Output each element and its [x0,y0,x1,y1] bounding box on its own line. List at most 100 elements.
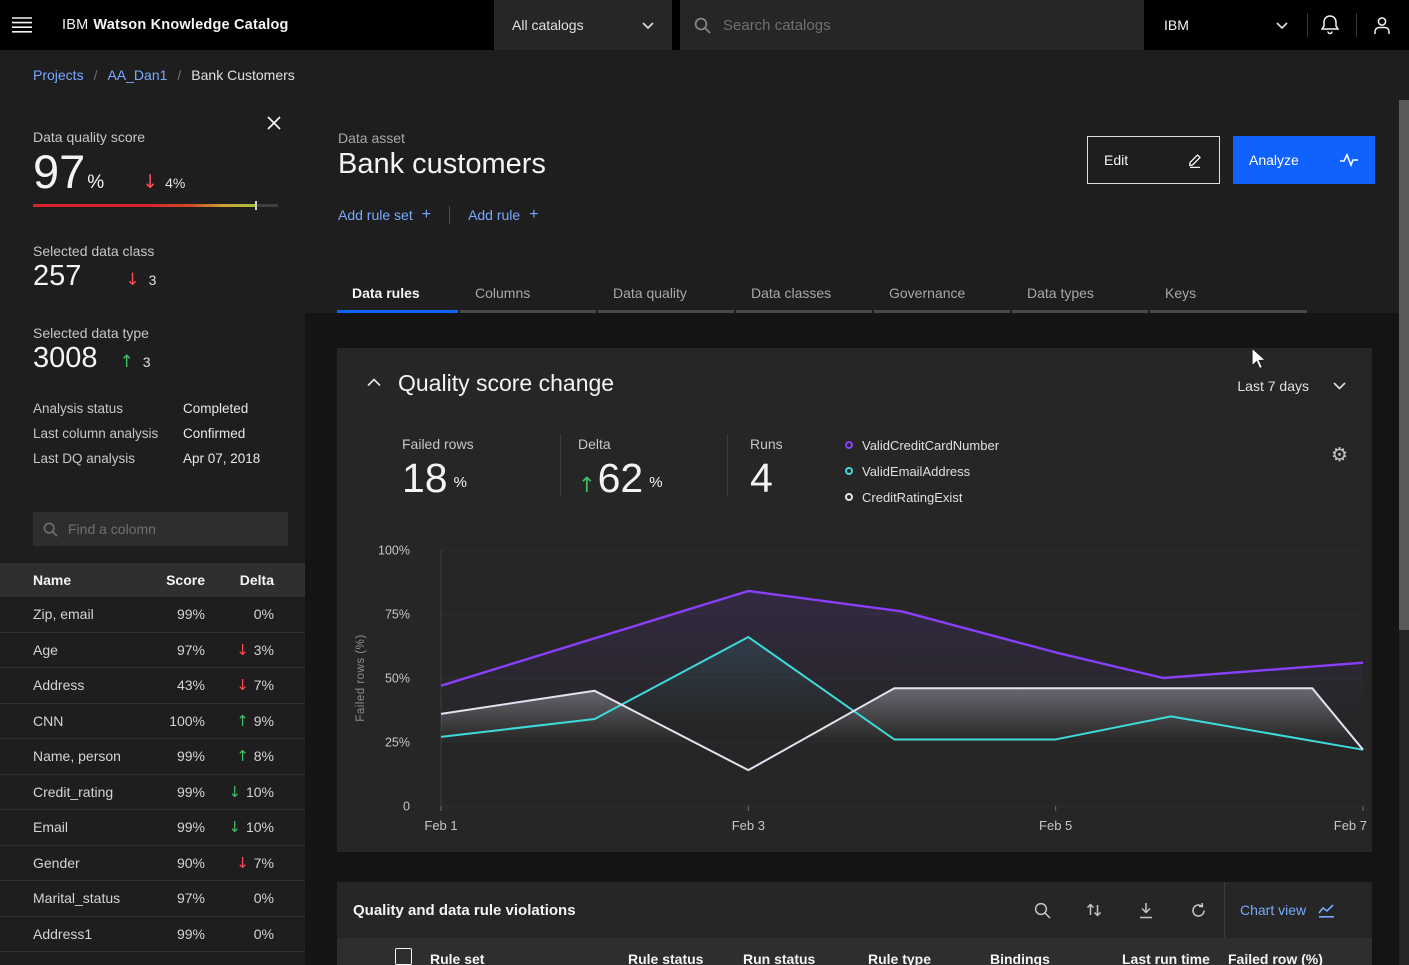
arrow-down-icon: ↓ [236,676,249,695]
columns-table: Name Score Delta Zip, email 99% 0% Age 97% ↓ 3% Ad… [0,563,305,965]
violations-col-header[interactable]: Failed row (%) [1228,951,1323,965]
score-marker [255,201,257,210]
top-bar: IBM Watson Knowledge Catalog All catalogs… [0,0,1409,50]
column-row-partial[interactable] [0,952,305,965]
app-title: IBM Watson Knowledge Catalog [62,17,289,33]
violations-col-header[interactable]: Run status [743,951,816,965]
tab-columns[interactable]: Columns [460,277,596,313]
search-icon [43,522,58,537]
violations-col-header[interactable]: Rule status [628,951,704,965]
analyze-button[interactable]: Analyze [1233,136,1375,184]
bell-icon [1321,15,1339,35]
status-row: Analysis status Completed [33,401,249,416]
account-dropdown[interactable]: IBM [1144,0,1304,50]
svg-text:50%: 50% [385,672,410,686]
asset-kicker: Data asset [338,130,405,146]
breadcrumb-link[interactable]: AA_Dan1 [107,67,168,83]
chart-view-toggle[interactable]: Chart view [1225,882,1372,938]
quality-score-chart: 100% 75% 50% 25% 0 Feb 1 Feb 3 Feb 5 Feb 7 Failed… [337,528,1372,838]
chart-legend: ValidCreditCardNumber ValidEmailAddress Cr… [845,432,999,510]
svg-text:Feb 7: Feb 7 [1334,818,1367,833]
violations-card: Quality and data rule violations Chart v… [337,882,1372,965]
column-row[interactable]: Zip, email 99% 0% [0,597,305,633]
tab-data-rules[interactable]: Data rules [337,277,458,313]
find-column-placeholder: Find a colomn [68,521,156,537]
close-icon[interactable] [267,116,287,136]
scrollbar-thumb[interactable] [1399,100,1409,630]
column-row[interactable]: CNN 100% ↑ 9% [0,704,305,739]
arrow-down-icon: ↓ [236,853,249,872]
notifications-button[interactable] [1306,0,1354,50]
tab-data-quality[interactable]: Data quality [598,277,734,313]
chevron-down-icon [1333,382,1346,390]
refresh-icon [1191,902,1205,917]
legend-item[interactable]: CreditRatingExist [845,484,999,510]
arrow-down-icon: ↓ [228,782,241,801]
column-row[interactable]: Address1 99% 0% [0,917,305,952]
plus-icon: + [421,206,432,223]
column-row[interactable]: Gender 90% ↓ 7% [0,846,305,881]
download-button[interactable] [1120,886,1172,934]
profile-button[interactable] [1358,0,1406,50]
filter-sort-button[interactable] [1068,886,1120,934]
download-icon [1140,902,1152,918]
column-row[interactable]: Age 97% ↓ 3% [0,633,305,668]
global-search[interactable]: Search catalogs [680,0,1144,50]
column-row[interactable]: Credit_rating 99% ↓ 10% [0,775,305,810]
asset-header: Data asset Bank customers Add rule set + … [305,100,1409,313]
add-rule-set-link[interactable]: Add rule set + [338,206,432,223]
data-quality-sidebar: Data quality score 97% ↓ 4% Selected data… [0,100,305,965]
hamburger-menu-icon[interactable] [12,0,60,50]
gear-icon[interactable]: ⚙ [1330,444,1348,466]
tab-governance[interactable]: Governance [874,277,1010,313]
asset-title: Bank customers [338,148,546,180]
tab-content: Quality score change Last 7 days Failed … [305,313,1409,965]
breadcrumb-separator: / [177,67,182,83]
toolbar-divider [1224,882,1225,938]
tab-data-types[interactable]: Data types [1012,277,1148,313]
column-row[interactable]: Name, person 99% ↑ 8% [0,739,305,775]
legend-item[interactable]: ValidCreditCardNumber [845,432,999,458]
sort-arrows-icon [1086,903,1102,917]
search-icon [1034,902,1051,919]
select-all-checkbox[interactable] [395,948,412,965]
data-class-label: Selected data class [33,243,155,259]
data-type-label: Selected data type [33,325,149,341]
tab-keys[interactable]: Keys [1150,277,1307,313]
tab-data-classes[interactable]: Data classes [736,277,872,313]
collapse-chevron-icon[interactable] [367,378,385,396]
column-row[interactable]: Address 43% ↓ 7% [0,668,305,704]
arrow-down-icon: ↓ [228,818,241,837]
violations-col-header[interactable]: Bindings [990,951,1050,965]
breadcrumb-link[interactable]: Projects [33,67,84,83]
column-row[interactable]: Email 99% ↓ 10% [0,810,305,846]
kpi-divider [727,434,728,496]
columns-table-header: Name Score Delta [0,563,305,597]
edit-button[interactable]: Edit [1087,136,1220,184]
legend-item[interactable]: ValidEmailAddress [845,458,999,484]
violations-col-header[interactable]: Rule type [868,951,932,965]
topbar-divider [1307,13,1308,37]
card-title: Quality score change [398,370,615,396]
quality-score-value: 97% ↓ 4% [33,145,186,198]
data-class-value: 257 ↓ 3 [33,260,157,292]
search-placeholder: Search catalogs [723,16,831,34]
violations-col-header[interactable]: Last run time [1122,951,1210,965]
column-row[interactable]: Marital_status 97% 0% [0,881,305,917]
time-range-dropdown[interactable]: Last 7 days [1237,378,1346,394]
refresh-button[interactable] [1172,886,1224,934]
arrow-up-icon: ↑ [578,473,596,497]
violations-toolbar: Chart view [1016,882,1372,938]
user-icon [1374,17,1390,34]
legend-ring-icon [845,467,853,475]
arrow-down-icon: ↓ [142,171,159,193]
chevron-down-icon [1276,21,1288,29]
find-column-input[interactable]: Find a colomn [33,512,288,546]
svg-text:25%: 25% [385,736,410,750]
catalogs-dropdown[interactable]: All catalogs [494,0,672,50]
add-rule-link[interactable]: Add rule + [468,206,539,223]
links-divider [449,206,451,224]
search-button[interactable] [1016,886,1068,934]
arrow-up-icon: ↑ [236,747,249,766]
violations-col-header[interactable]: Rule set [430,951,485,965]
